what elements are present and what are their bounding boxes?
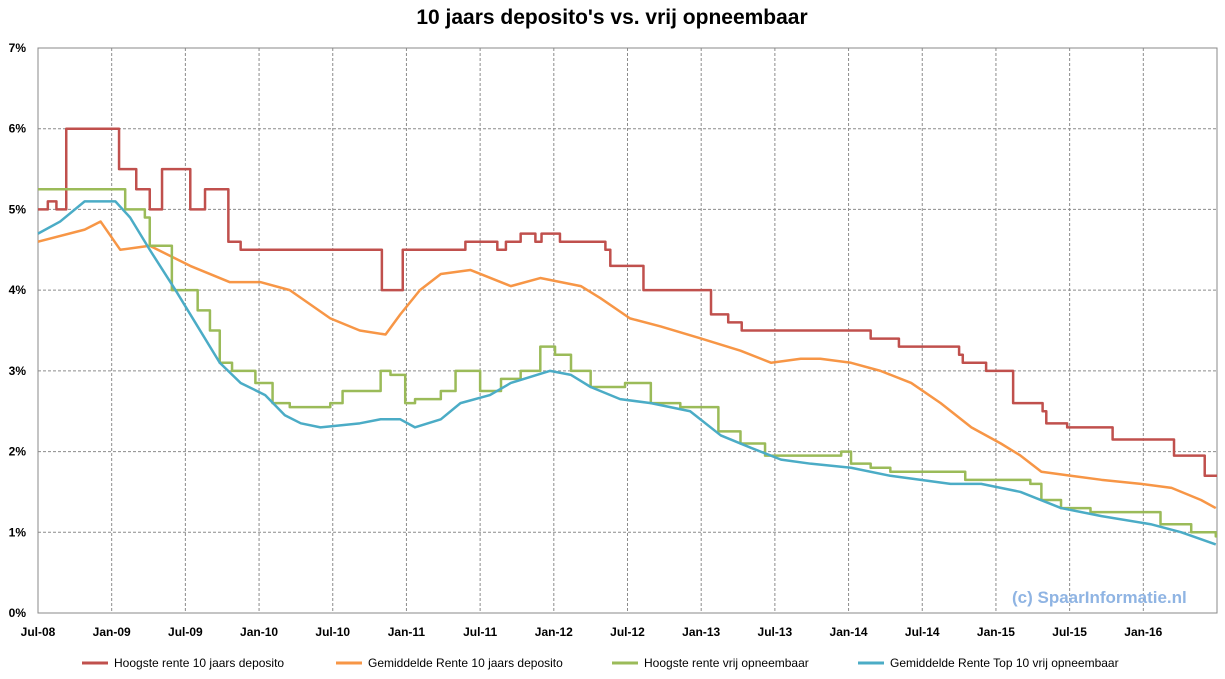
x-tick-label: Jul-09 [168,625,203,639]
legend-item: Hoogste rente 10 jaars deposito [82,656,284,670]
y-tick-label: 2% [9,445,27,459]
x-tick-label: Jan-14 [830,625,868,639]
x-tick-label: Jan-11 [388,625,426,639]
legend-label: Gemiddelde Rente Top 10 vrij opneembaar [890,656,1119,670]
x-tick-label: Jul-10 [315,625,350,639]
legend-item: Gemiddelde Rente Top 10 vrij opneembaar [858,656,1119,670]
y-tick-label: 0% [9,606,27,620]
legend: Hoogste rente 10 jaars deposito Gemiddeld… [82,656,1119,670]
legend-label: Hoogste rente 10 jaars deposito [114,656,284,670]
series-line-3 [38,188,1218,538]
watermark: (c) SpaarInformatie.nl [1012,588,1187,607]
series-line-1 [38,127,1217,478]
legend-label: Gemiddelde Rente 10 jaars deposito [368,656,563,670]
series-lines [37,127,1218,546]
x-tick-label: Jul-15 [1052,625,1087,639]
plot-border [37,47,1218,614]
y-tick-label: 7% [9,41,27,55]
chart-title: 10 jaars deposito's vs. vrij opneembaar [416,6,807,29]
y-tick-label: 3% [9,364,27,378]
series-line-2 [37,220,1217,510]
legend-label: Hoogste rente vrij opneembaar [644,656,809,670]
x-tick-label: Jan-12 [535,625,573,639]
x-tick-label: Jan-15 [977,625,1015,639]
legend-item: Gemiddelde Rente 10 jaars deposito [336,656,563,670]
axes: 0% 1% 2% 3% 4% 5% 6% 7% Jul-08 Jan-09 Jul-09 Jan-10… [9,41,1218,639]
legend-item: Hoogste rente vrij opneembaar [612,656,809,670]
x-tick-label: Jul-13 [758,625,793,639]
x-tick-label: Jul-08 [21,625,56,639]
x-tick-label: Jan-09 [93,625,131,639]
x-tick-label: Jul-11 [463,625,497,639]
x-tick-label: Jan-16 [1124,625,1162,639]
y-tick-label: 4% [9,283,27,297]
y-tick-label: 6% [9,122,27,136]
x-tick-label: Jul-14 [905,625,940,639]
x-tick-label: Jan-10 [240,625,278,639]
y-tick-label: 5% [9,202,27,216]
x-tick-label: Jan-13 [682,625,720,639]
y-tick-label: 1% [9,525,27,539]
series-line-4 [37,200,1217,546]
x-tick-label: Jul-12 [610,625,645,639]
